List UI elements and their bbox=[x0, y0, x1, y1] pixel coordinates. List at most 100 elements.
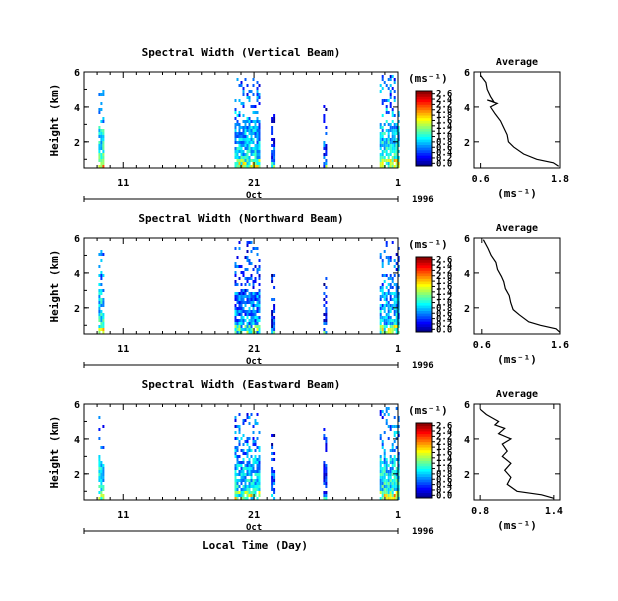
data-cell-w0 bbox=[98, 292, 101, 295]
data-cell-w1 bbox=[234, 99, 237, 102]
data-cell-w3 bbox=[325, 497, 328, 500]
data-cell-w4 bbox=[381, 316, 384, 319]
data-cell-w1 bbox=[254, 440, 257, 443]
data-cell-w0 bbox=[98, 93, 101, 96]
data-cell-w1 bbox=[258, 449, 261, 452]
data-cell-w2 bbox=[273, 298, 276, 301]
data-cell-w1 bbox=[244, 419, 247, 422]
data-cell-w4 bbox=[383, 455, 386, 458]
data-cell-w1 bbox=[252, 78, 255, 81]
data-cell-w3 bbox=[325, 479, 328, 482]
data-cell-w1 bbox=[236, 449, 239, 452]
data-cell-w1 bbox=[254, 304, 257, 307]
data-cell-w1 bbox=[234, 135, 237, 138]
data-cell-w4 bbox=[391, 458, 394, 461]
data-cell-w4 bbox=[397, 461, 400, 464]
data-cell-w1 bbox=[252, 437, 255, 440]
x-tick-label: 11 bbox=[117, 344, 129, 355]
data-cell-w1 bbox=[240, 482, 243, 485]
data-cell-w1 bbox=[258, 84, 261, 87]
data-cell-w4 bbox=[393, 464, 396, 467]
data-cell-w2 bbox=[273, 144, 276, 147]
data-cell-w1 bbox=[256, 485, 259, 488]
data-cell-w1 bbox=[246, 328, 249, 331]
data-cell-w1 bbox=[254, 473, 257, 476]
data-cell-w4 bbox=[395, 138, 398, 141]
data-cell-w2 bbox=[271, 446, 274, 449]
data-cell-w2 bbox=[273, 156, 276, 159]
data-cell-w1 bbox=[256, 497, 259, 500]
data-cell-w1 bbox=[252, 488, 255, 491]
data-cell-w4 bbox=[381, 488, 384, 491]
data-cell-w1 bbox=[256, 165, 259, 168]
data-cell-w1 bbox=[236, 265, 239, 268]
data-cell-w1 bbox=[246, 250, 249, 253]
data-cell-w4 bbox=[395, 289, 398, 292]
data-cell-w1 bbox=[240, 467, 243, 470]
data-cell-w1 bbox=[244, 482, 247, 485]
data-cell-w0 bbox=[102, 153, 105, 156]
data-cell-w2 bbox=[273, 325, 276, 328]
data-cell-w1 bbox=[258, 156, 261, 159]
data-cell-w4 bbox=[397, 292, 400, 295]
data-cell-w1 bbox=[242, 159, 245, 162]
data-cell-w0 bbox=[102, 150, 105, 153]
data-cell-w4 bbox=[385, 144, 388, 147]
data-cell-w1 bbox=[246, 256, 249, 259]
data-cell-w1 bbox=[234, 271, 237, 274]
data-cell-w0 bbox=[98, 464, 101, 467]
data-cell-w1 bbox=[244, 123, 247, 126]
data-cell-w1 bbox=[242, 93, 245, 96]
data-cell-w1 bbox=[248, 259, 251, 262]
data-cell-w4 bbox=[389, 310, 392, 313]
data-cell-w4 bbox=[391, 482, 394, 485]
data-cell-w0 bbox=[100, 271, 103, 274]
data-cell-w1 bbox=[236, 325, 239, 328]
data-cell-w1 bbox=[252, 304, 255, 307]
data-cell-w4 bbox=[397, 274, 400, 277]
data-cell-w4 bbox=[389, 485, 392, 488]
data-cell-w1 bbox=[234, 298, 237, 301]
data-cell-w4 bbox=[385, 422, 388, 425]
data-cell-w1 bbox=[254, 144, 257, 147]
data-cell-w1 bbox=[240, 162, 243, 165]
data-cell-w4 bbox=[393, 153, 396, 156]
data-cell-w1 bbox=[252, 431, 255, 434]
data-cell-w4 bbox=[385, 301, 388, 304]
data-cell-w4 bbox=[385, 464, 388, 467]
data-cell-w1 bbox=[258, 310, 261, 313]
data-cell-w0 bbox=[102, 425, 105, 428]
data-cell-w0 bbox=[102, 138, 105, 141]
colorbar-band bbox=[416, 265, 432, 269]
data-cell-w4 bbox=[387, 328, 390, 331]
data-cell-w4 bbox=[391, 280, 394, 283]
data-cell-w4 bbox=[383, 280, 386, 283]
data-cell-w1 bbox=[242, 497, 245, 500]
data-cell-w2 bbox=[273, 274, 276, 277]
data-cell-w4 bbox=[381, 319, 384, 322]
data-cell-w4 bbox=[393, 132, 396, 135]
data-cell-w4 bbox=[395, 268, 398, 271]
data-cell-w1 bbox=[256, 162, 259, 165]
data-cell-w1 bbox=[238, 425, 241, 428]
data-cell-w3 bbox=[323, 144, 326, 147]
data-cell-w4 bbox=[395, 325, 398, 328]
x-tick-label: 1 bbox=[395, 344, 401, 355]
data-cell-w1 bbox=[236, 165, 239, 168]
data-cell-w4 bbox=[381, 265, 384, 268]
data-cell-w1 bbox=[240, 479, 243, 482]
data-cell-w2 bbox=[273, 479, 276, 482]
data-cell-w1 bbox=[256, 473, 259, 476]
data-cell-w4 bbox=[385, 147, 388, 150]
data-cell-w4 bbox=[391, 307, 394, 310]
data-cell-w0 bbox=[100, 322, 103, 325]
data-cell-w4 bbox=[393, 165, 396, 168]
data-cell-w1 bbox=[238, 129, 241, 132]
data-cell-w1 bbox=[252, 307, 255, 310]
data-cell-w4 bbox=[393, 90, 396, 93]
data-cell-w1 bbox=[238, 165, 241, 168]
data-cell-w4 bbox=[381, 416, 384, 419]
heatmap-cells bbox=[98, 241, 400, 334]
data-cell-w4 bbox=[379, 461, 382, 464]
data-cell-w0 bbox=[102, 304, 105, 307]
